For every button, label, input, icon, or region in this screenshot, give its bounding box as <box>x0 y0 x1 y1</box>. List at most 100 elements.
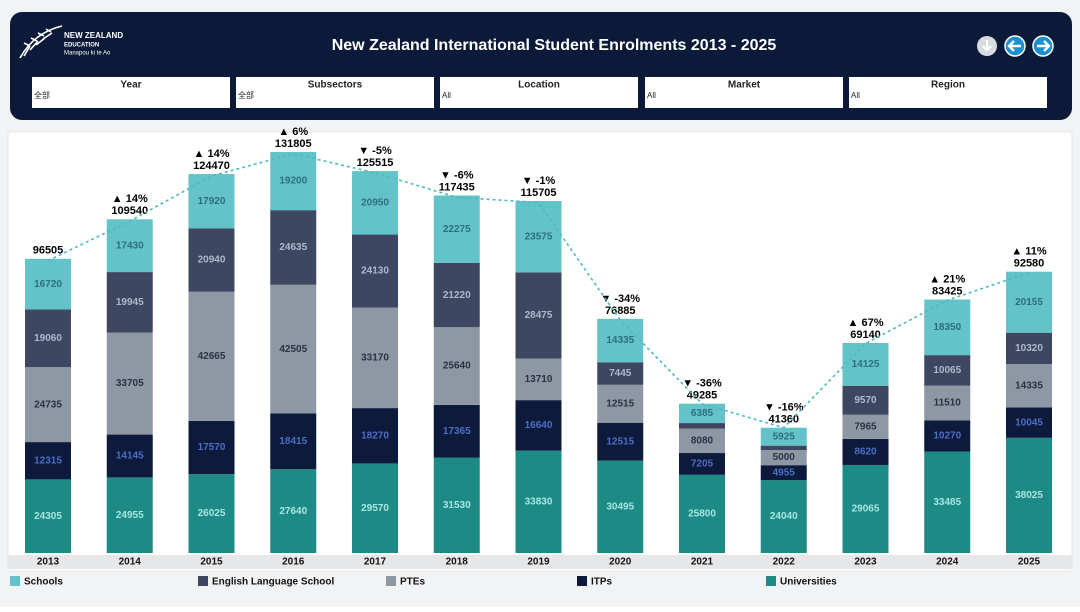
total-label: 69140 <box>850 329 881 341</box>
bar-segment <box>679 474 725 553</box>
data-label: 17365 <box>443 426 471 437</box>
data-label: 25800 <box>688 509 716 520</box>
bar-segment <box>924 385 971 421</box>
total-label: 49285 <box>687 390 718 402</box>
bar-segment <box>352 463 398 553</box>
bar-segment <box>597 362 644 385</box>
data-label: 4955 <box>773 467 796 478</box>
data-label: 19060 <box>34 333 62 344</box>
data-label: 25640 <box>443 361 471 372</box>
bar-segment <box>270 210 317 285</box>
filter-box[interactable] <box>32 77 230 108</box>
filter-box[interactable] <box>440 77 638 108</box>
data-label: 18270 <box>361 430 389 441</box>
bar-segment <box>106 272 153 333</box>
x-tick-label: 2023 <box>854 557 877 568</box>
data-label: 12515 <box>606 398 634 409</box>
forward-icon <box>1037 40 1051 52</box>
bar-segment <box>679 428 725 454</box>
data-label: 10320 <box>1015 343 1043 354</box>
x-tick-label: 2013 <box>37 557 60 568</box>
data-label: 5000 <box>773 452 796 463</box>
data-label: 7445 <box>609 368 632 379</box>
back-icon <box>1007 40 1021 52</box>
bar-segment <box>270 152 317 211</box>
data-label: 17920 <box>198 196 226 207</box>
filter-box[interactable] <box>645 77 843 108</box>
change-label: ▲ 14% <box>194 148 230 160</box>
bar-segment <box>842 464 889 553</box>
bar-segment <box>924 355 971 386</box>
x-tick-label: 2018 <box>446 557 469 568</box>
bar-segment <box>433 404 480 458</box>
data-label: 13710 <box>525 374 553 385</box>
bar-segment <box>679 423 725 429</box>
filter-label: Year <box>120 80 141 91</box>
data-label: 7205 <box>691 459 714 470</box>
bar-segment <box>25 309 71 368</box>
data-label: 33830 <box>525 496 553 507</box>
bar-segment <box>433 457 480 553</box>
bar-segment <box>760 427 807 446</box>
bar-segment <box>597 318 644 363</box>
filter-label: Region <box>931 80 965 91</box>
data-label: 31530 <box>443 500 471 511</box>
data-label: 10065 <box>933 365 961 376</box>
data-label: 24635 <box>279 242 307 253</box>
legend-label: Schools <box>24 577 63 588</box>
data-label: 24040 <box>770 511 798 522</box>
category-strip <box>8 555 1072 569</box>
data-label: 16640 <box>525 420 553 431</box>
change-label: ▼ -5% <box>358 145 392 157</box>
bar-segment <box>515 200 562 273</box>
bar-segment <box>1006 407 1052 438</box>
bar-segment <box>188 174 235 229</box>
bar-segment <box>842 385 889 415</box>
legend-swatch <box>766 576 776 586</box>
chart-title: New Zealand International Student Enrolm… <box>332 37 777 54</box>
data-label: 20155 <box>1015 297 1043 308</box>
change-label: ▼ -34% <box>600 293 640 305</box>
data-label: 30495 <box>606 501 634 512</box>
total-label: 115705 <box>520 187 556 199</box>
data-label: 27640 <box>279 506 307 517</box>
data-label: 14125 <box>852 359 880 370</box>
bar-segment <box>106 332 153 435</box>
data-label: 29065 <box>852 504 880 515</box>
data-label: 22275 <box>443 224 471 235</box>
total-label: 96505 <box>33 245 64 257</box>
data-label: 42665 <box>198 351 226 362</box>
filter-box[interactable] <box>236 77 434 108</box>
change-label: ▲ 14% <box>112 193 148 205</box>
x-tick-label: 2019 <box>527 557 550 568</box>
filter-box[interactable] <box>849 77 1047 108</box>
filter-value: All <box>647 91 656 100</box>
data-label: 24305 <box>34 511 62 522</box>
bar-segment <box>515 358 562 401</box>
bar-segment <box>597 460 644 553</box>
bar-segment <box>25 258 71 310</box>
total-label: 124470 <box>193 160 230 172</box>
data-label: 19200 <box>279 176 307 187</box>
bar-segment <box>515 272 562 359</box>
legend-swatch <box>198 576 208 586</box>
total-label: 83425 <box>932 285 963 297</box>
bar-segment <box>352 307 398 409</box>
bar-segment <box>433 327 480 405</box>
logo-text: Manapou ki te Ao <box>64 51 111 57</box>
data-label: 6385 <box>691 408 714 419</box>
bar-segment <box>25 367 71 443</box>
bar-segment <box>597 384 644 423</box>
data-label: 10045 <box>1015 417 1043 428</box>
data-label: 24130 <box>361 266 389 277</box>
bar-segment <box>25 442 71 480</box>
filter-value: All <box>851 91 860 100</box>
data-label: 5925 <box>773 431 796 442</box>
data-label: 33705 <box>116 378 144 389</box>
bar-segment <box>679 403 725 424</box>
bar-segment <box>842 438 889 465</box>
data-label: 24735 <box>34 399 62 410</box>
bar-segment <box>270 284 317 414</box>
filter-label: Market <box>728 80 761 91</box>
bar-segment <box>25 479 71 553</box>
